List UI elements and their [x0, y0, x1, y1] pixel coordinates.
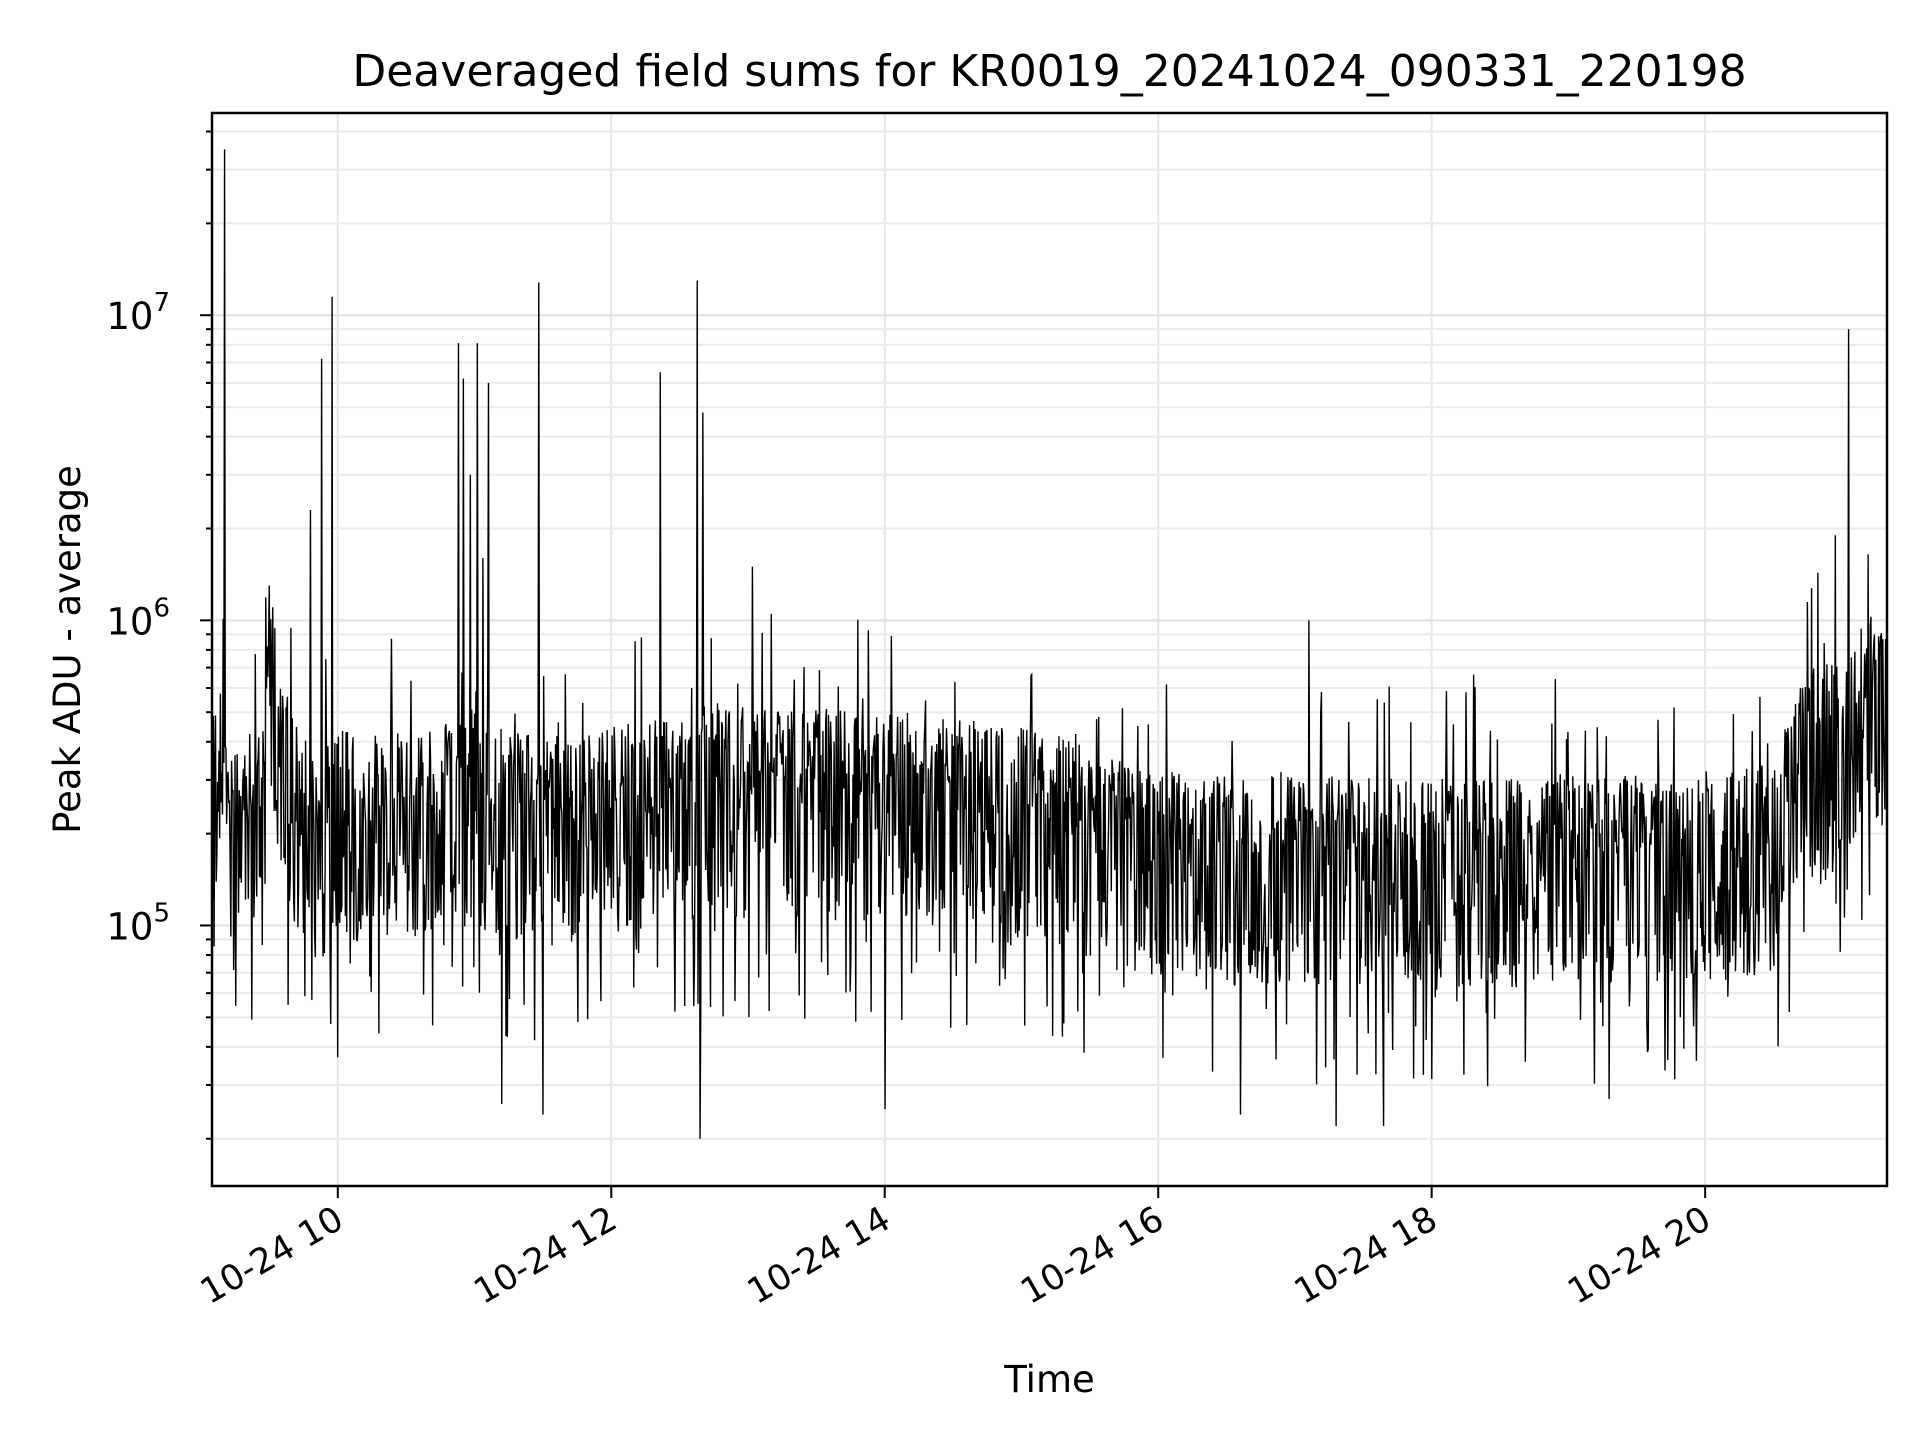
y-tick-base: 10: [106, 295, 153, 338]
plot-area: [212, 149, 1887, 1139]
x-axis-label: Time: [1003, 1358, 1095, 1401]
y-tick-exponent: 6: [153, 593, 170, 623]
y-tick-exponent: 7: [153, 288, 170, 318]
y-tick-exponent: 5: [153, 898, 170, 928]
y-tick-base: 10: [106, 600, 153, 643]
grid: [212, 113, 1887, 1186]
y-tick-label: 105: [106, 898, 170, 948]
y-tick-label: 107: [106, 288, 170, 338]
y-axis-label: Peak ADU - average: [46, 465, 89, 834]
series-line: [212, 149, 1887, 1139]
chart-title: Deaveraged field sums for KR0019_2024102…: [352, 46, 1746, 97]
y-tick-base: 10: [106, 905, 153, 948]
y-tick-label: 106: [106, 593, 170, 643]
